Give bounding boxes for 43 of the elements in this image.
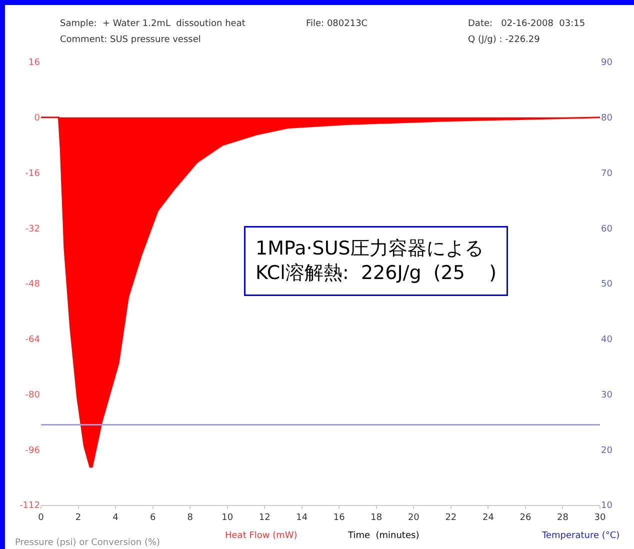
text: Q (J/g) : -226.29 — [468, 35, 540, 45]
y-tick-label: 0 — [34, 114, 40, 124]
text: Temperature (°C) — [541, 531, 620, 541]
x-tick-label: 28 — [557, 512, 569, 523]
x-tick-label: 8 — [187, 512, 194, 523]
y2-tick-label: 20 — [601, 446, 613, 456]
x-tick-label: 10 — [222, 512, 234, 523]
x-tick-label: 30 — [594, 512, 606, 523]
annotation: 1MPa·SUS圧力容器による KCl溶解熱: 226J/g (25 ) — [256, 238, 497, 284]
text: Sample: + Water 1.2mL dissoution heat — [60, 19, 246, 29]
y-tick-label: -64 — [25, 335, 40, 346]
x-tick-label: 26 — [520, 512, 532, 523]
y-tick-label: -32 — [25, 224, 40, 234]
x-tick-label: 2 — [75, 512, 82, 523]
x-tick-label: 20 — [408, 512, 420, 523]
text: Comment: SUS pressure vessel — [60, 35, 201, 45]
text: File: 080213C — [306, 19, 368, 29]
y2-tick-label: 70 — [601, 168, 613, 179]
y-tick-label: -16 — [25, 168, 40, 179]
y2-tick-label: 10 — [601, 501, 613, 512]
y2-tick-label: 80 — [601, 114, 613, 124]
x-axis-title: Time (minutes) — [347, 531, 420, 541]
x-tick-label: 12 — [258, 512, 270, 523]
text: Date: 02-16-2008 03:15 — [468, 19, 586, 29]
text: Pressure (psi) or Conversion (%) — [15, 538, 160, 548]
y2-tick-label: 60 — [601, 224, 613, 234]
y-tick-label: -80 — [25, 390, 40, 400]
y2-tick-label: 50 — [601, 280, 613, 290]
x-tick-label: 16 — [333, 512, 346, 523]
x-tick-label: 6 — [150, 512, 156, 523]
x-tick-label: 14 — [296, 512, 308, 523]
x-tick-label: 22 — [445, 512, 457, 523]
y-tick-label: -48 — [25, 280, 40, 290]
y2-tick-label: 30 — [601, 390, 613, 400]
x-tick-label: 24 — [482, 512, 494, 523]
x-tick-label: 18 — [370, 512, 382, 523]
y-tick-label: -96 — [25, 446, 40, 456]
y-tick-label: 16 — [28, 58, 40, 68]
y2-tick-label: 40 — [601, 335, 613, 346]
y2-tick-label: 90 — [601, 58, 613, 68]
y-tick-label: -112 — [20, 501, 40, 512]
x-tick-label: 4 — [112, 512, 119, 523]
text: Heat Flow (mW) — [225, 531, 298, 541]
